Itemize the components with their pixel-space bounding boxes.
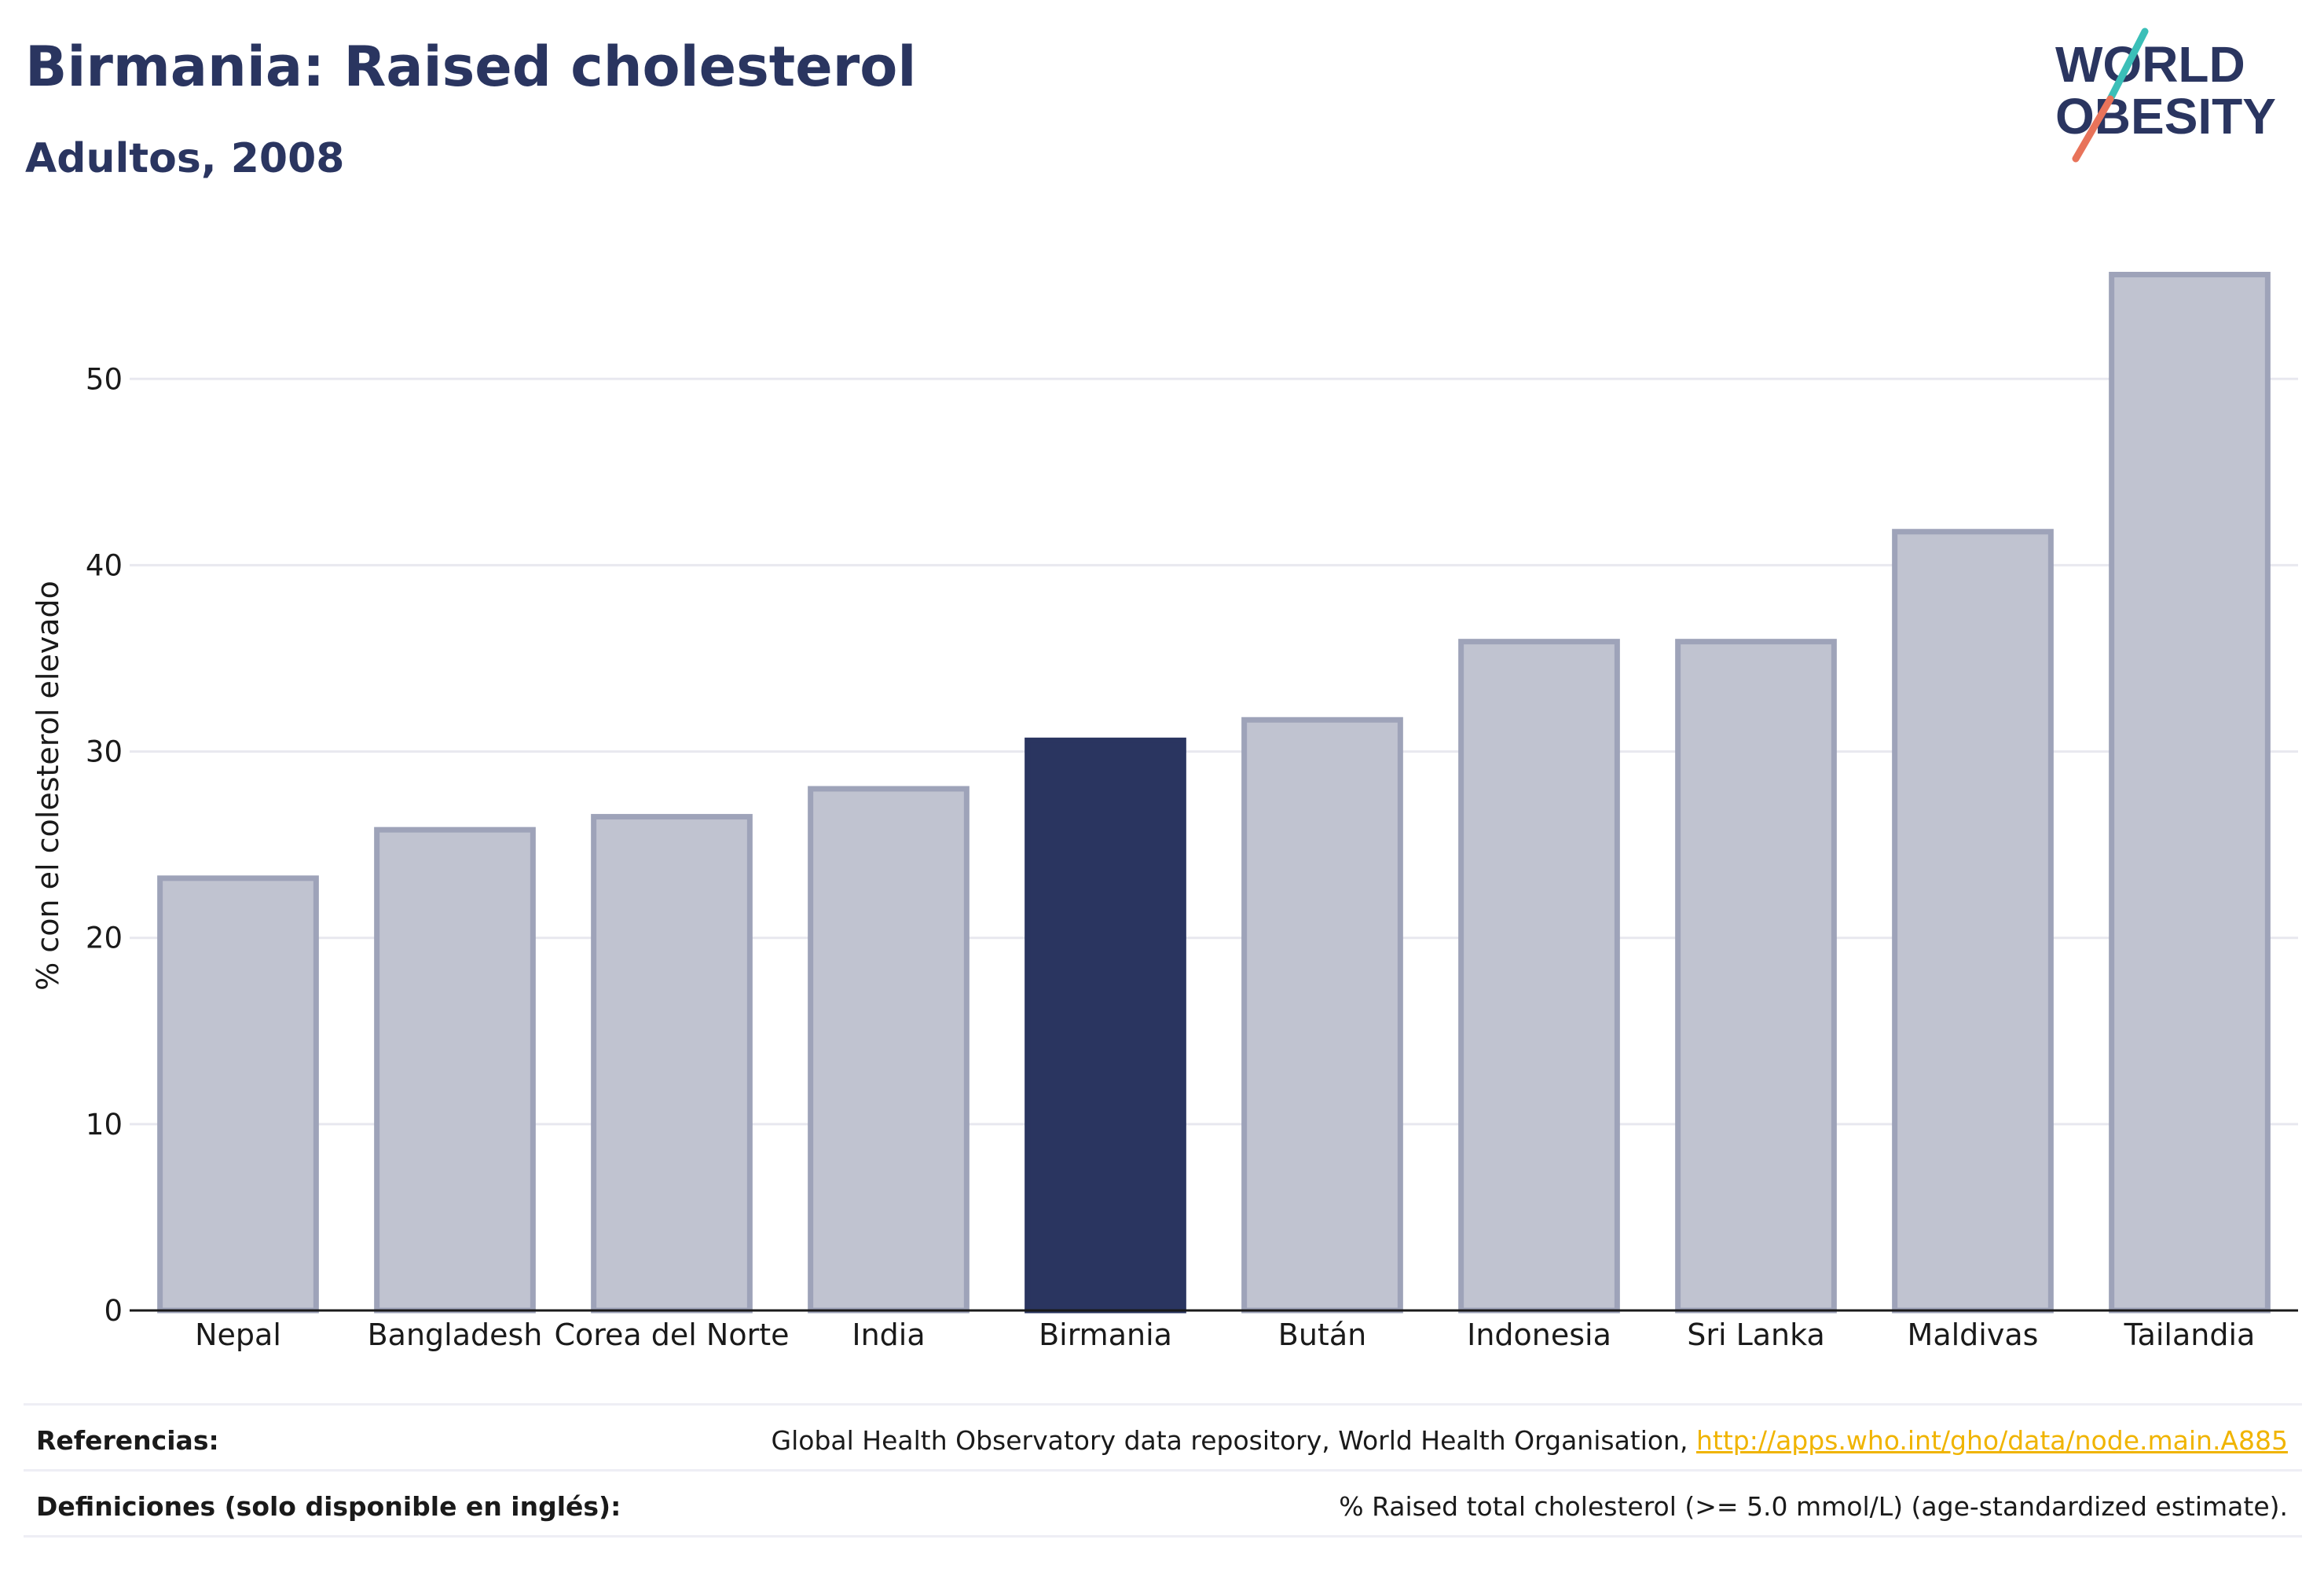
bar-indonesia[interactable]	[1458, 639, 1620, 1314]
bar-birmania[interactable]	[1025, 737, 1186, 1314]
bar-corea-del-norte[interactable]	[591, 814, 753, 1314]
chart-subtitle: Adultos, 2008	[25, 135, 345, 182]
bar-bangladesh[interactable]	[374, 826, 536, 1314]
bar-india[interactable]	[808, 786, 970, 1314]
definitions-text: % Raised total cholesterol (>= 5.0 mmol/…	[1339, 1491, 2288, 1522]
x-tick-label: India	[852, 1318, 925, 1352]
y-tick-label: 50	[86, 362, 123, 396]
bar-nepal[interactable]	[157, 875, 319, 1314]
x-tick-label: Sri Lanka	[1687, 1318, 1825, 1352]
y-tick-label: 0	[104, 1294, 123, 1328]
y-tick-label: 30	[86, 735, 123, 769]
tick-labels: 0 10 20 30 40 50 Nepal Bangladesh Corea del Nort…	[86, 362, 2255, 1352]
logo-line-1: WORLD	[2055, 36, 2245, 93]
x-tick-label: Bangladesh	[368, 1318, 543, 1352]
references-source: Global Health Observatory data repositor…	[771, 1425, 1696, 1456]
definitions-label: Definiciones (solo disponible en inglés)…	[36, 1491, 621, 1522]
bar-tailandia[interactable]	[2109, 271, 2271, 1314]
footer-divider-middle	[24, 1469, 2302, 1472]
x-tick-label: Indonesia	[1467, 1318, 1611, 1352]
y-tick-label: 10	[86, 1108, 123, 1142]
logo-slash-bottom	[2072, 95, 2114, 163]
y-axis-label: % con el colesterol elevado	[31, 581, 65, 991]
y-tick-label: 40	[86, 548, 123, 582]
logo-slash-top	[2106, 27, 2149, 103]
x-tick-label: Corea del Norte	[554, 1318, 789, 1352]
footer-divider-top	[24, 1403, 2302, 1406]
bar-bután[interactable]	[1241, 717, 1403, 1314]
y-tick-label: 20	[86, 922, 123, 955]
x-tick-label: Nepal	[195, 1318, 281, 1352]
references-link[interactable]: http://apps.who.int/gho/data/node.main.A…	[1695, 1425, 2288, 1456]
references-text: Global Health Observatory data repositor…	[772, 1425, 2288, 1456]
x-tick-label: Bután	[1278, 1318, 1366, 1352]
chart-title: Birmania: Raised cholesterol	[25, 35, 917, 99]
world-obesity-logo: WORLD OBESITY	[2055, 27, 2276, 163]
footer-divider-bottom	[24, 1535, 2302, 1538]
references-label: Referencias:	[36, 1425, 219, 1456]
bars	[157, 271, 2271, 1314]
x-tick-label: Birmania	[1039, 1318, 1172, 1352]
bar-chart: 0 10 20 30 40 50 Nepal Bangladesh Corea del Nort…	[31, 271, 2298, 1352]
bar-sri-lanka[interactable]	[1675, 639, 1837, 1314]
bar-maldivas[interactable]	[1892, 529, 2054, 1314]
x-tick-label: Maldivas	[1908, 1318, 2039, 1352]
x-tick-label: Tailandia	[2124, 1318, 2256, 1352]
